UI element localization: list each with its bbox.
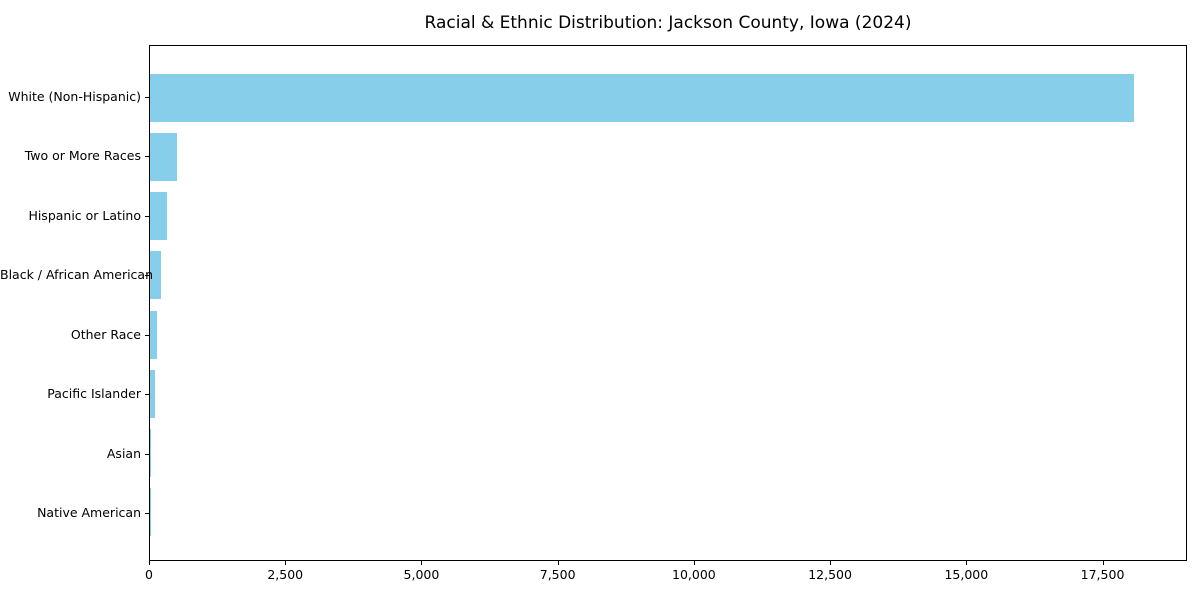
y-axis-label: White (Non-Hispanic) — [8, 88, 141, 104]
y-axis-label: Other Race — [70, 326, 141, 342]
plot-area — [149, 45, 1187, 561]
y-axis-tick — [145, 96, 149, 98]
bar — [150, 192, 167, 241]
y-axis-tick — [145, 156, 149, 158]
y-axis-label: Pacific Islander — [47, 386, 141, 402]
bar-row — [150, 424, 1186, 483]
x-axis-tick-label: 0 — [145, 567, 153, 582]
y-axis-label: Two or More Races — [24, 148, 141, 164]
x-axis-tick-label: 7,500 — [539, 567, 576, 582]
bar — [150, 73, 1135, 122]
x-axis-tick — [421, 561, 423, 565]
bar-row — [150, 483, 1186, 542]
bar-row — [150, 187, 1186, 246]
x-axis-tick-label: 10,000 — [672, 567, 716, 582]
x-axis-tick-label: 5,000 — [403, 567, 440, 582]
bar-row — [150, 68, 1186, 127]
y-axis-label: Native American — [37, 505, 141, 521]
bar-row — [150, 127, 1186, 186]
x-axis-tick — [830, 561, 832, 565]
bar — [150, 132, 177, 181]
x-axis-tick — [1102, 561, 1104, 565]
bar — [150, 251, 161, 300]
bar-row — [150, 246, 1186, 305]
y-axis-label: Asian — [106, 445, 141, 461]
y-axis-tick — [145, 334, 149, 336]
x-axis-tick-label: 15,000 — [944, 567, 989, 582]
y-axis-tick — [145, 513, 149, 515]
bar — [150, 369, 156, 418]
x-axis-tick — [149, 561, 150, 565]
x-axis-tick — [285, 561, 287, 565]
x-axis-tick-label: 12,500 — [808, 567, 852, 582]
x-axis-tick — [966, 561, 968, 565]
bar — [150, 310, 157, 359]
y-axis-tick — [145, 453, 149, 455]
x-axis-tick-label: 17,500 — [1080, 567, 1125, 582]
y-axis-label: Black / African American — [0, 267, 154, 283]
bar-row — [150, 305, 1186, 364]
y-axis-tick — [145, 215, 149, 217]
bar-row — [150, 364, 1186, 423]
y-axis-label: Hispanic or Latino — [28, 207, 141, 223]
bars-container — [150, 46, 1186, 560]
chart-title: Racial & Ethnic Distribution: Jackson Co… — [424, 13, 912, 33]
x-axis-tick — [557, 561, 559, 565]
y-axis-tick — [145, 275, 149, 277]
bar — [150, 429, 151, 478]
x-axis-tick-label: 2,500 — [267, 567, 304, 582]
y-axis-tick — [145, 394, 149, 396]
x-axis-tick — [693, 561, 695, 565]
